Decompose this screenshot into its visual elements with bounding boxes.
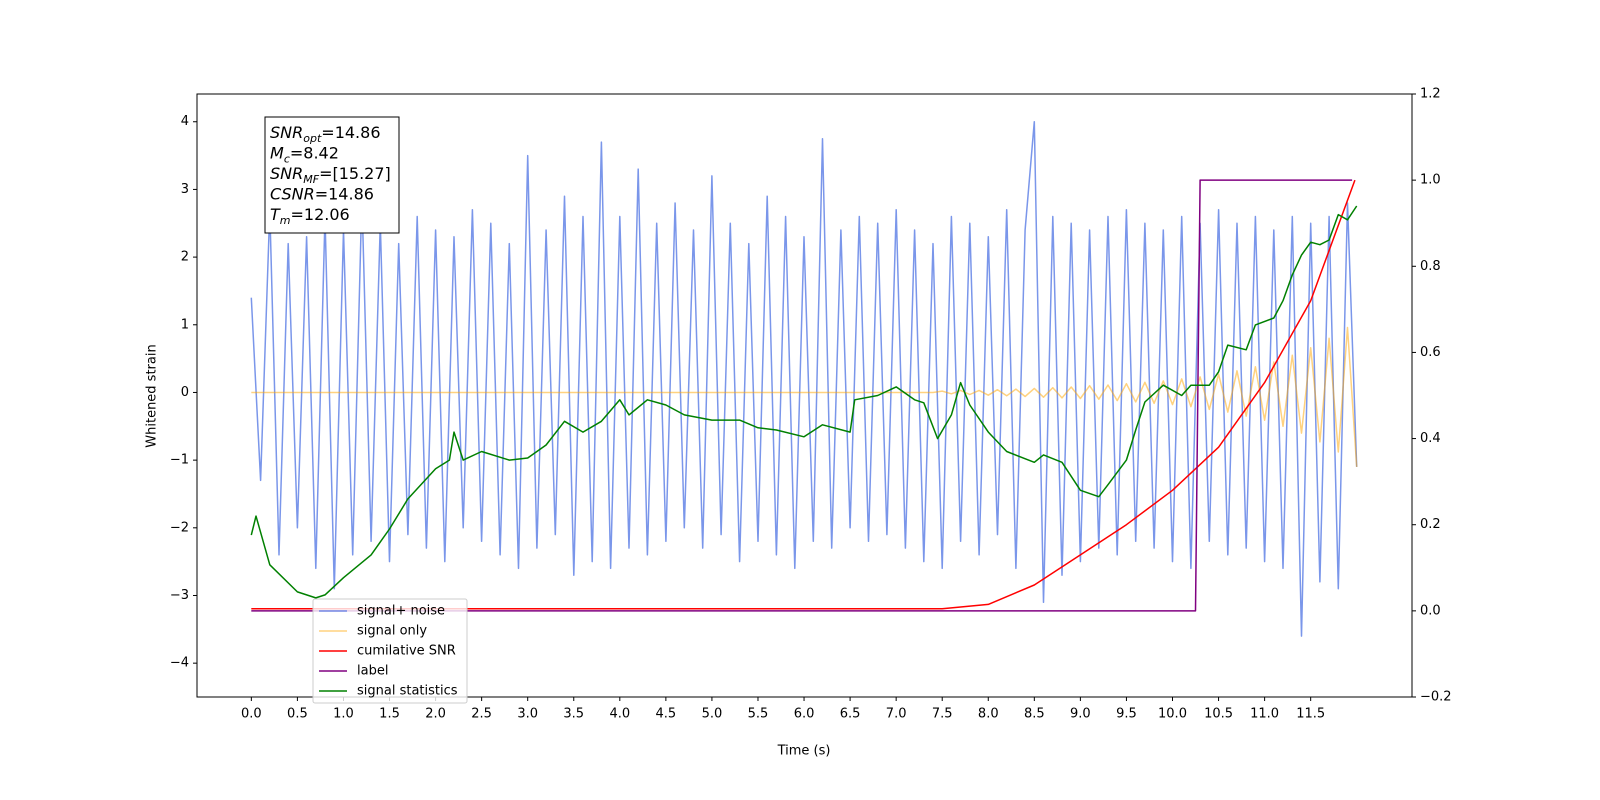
x-tick-label: 10.5 [1204, 707, 1233, 722]
x-tick-label: 7.5 [932, 707, 953, 722]
legend-label: signal statistics [357, 684, 458, 699]
series-line [251, 179, 1353, 612]
series-line [251, 179, 1356, 610]
legend-label: signal only [357, 624, 427, 639]
series-line [251, 326, 1358, 467]
y-tick-label: −1 [170, 453, 189, 468]
series-line [250, 120, 1358, 637]
x-tick-label: 6.0 [794, 707, 815, 722]
annotation-box [264, 116, 400, 234]
x-tick-label: 9.0 [1070, 707, 1091, 722]
x-tick-label: 10.0 [1158, 707, 1187, 722]
annotation-subscript: opt [303, 132, 322, 145]
x-axis-label: Time (s) [777, 744, 831, 759]
annotation-symbol: T [270, 205, 281, 224]
y2-tick-label: 0.0 [1420, 603, 1441, 618]
x-tick-label: 8.5 [1024, 707, 1045, 722]
x-tick-label: 11.5 [1296, 707, 1325, 722]
y-tick-label: 0 [181, 385, 189, 400]
annotation-symbol: CSNR [270, 185, 315, 204]
annotation-text: =12.06 [291, 205, 350, 224]
legend-label: cumilative SNR [357, 644, 456, 659]
y2-tick-label: 0.2 [1420, 517, 1441, 532]
x-tick-label: 4.0 [609, 707, 630, 722]
annotation: SNRopt=14.86 [270, 123, 381, 145]
y-tick-label: 4 [181, 114, 189, 129]
y2-tick-label: 0.4 [1420, 431, 1441, 446]
x-tick-label: 1.0 [333, 707, 354, 722]
annotation: Tm=12.06 [270, 205, 350, 227]
y-tick-label: 1 [181, 317, 189, 332]
annotation-symbol: SNR [270, 164, 303, 183]
x-tick-label: 2.0 [425, 707, 446, 722]
x-tick-label: 9.5 [1116, 707, 1137, 722]
annotation: CSNR=14.86 [270, 185, 374, 204]
x-tick-label: 6.5 [840, 707, 861, 722]
x-tick-label: 3.0 [517, 707, 538, 722]
y-tick-label: −4 [170, 656, 189, 671]
annotation-text: =[15.27] [319, 164, 391, 183]
x-tick-label: 5.5 [748, 707, 769, 722]
annotation-text: =8.42 [290, 144, 339, 163]
annotation-subscript: MF [303, 173, 319, 186]
x-tick-label: 5.0 [702, 707, 723, 722]
x-tick-label: 3.5 [563, 707, 584, 722]
legend-label: signal+ noise [357, 604, 445, 619]
annotation-symbol: M [270, 144, 284, 163]
y2-tick-label: −0.2 [1420, 690, 1452, 705]
x-tick-label: 8.0 [978, 707, 999, 722]
x-tick-label: 11.0 [1250, 707, 1279, 722]
legend-box [312, 598, 468, 704]
annotation-subscript: m [280, 214, 291, 227]
annotation-subscript: c [284, 153, 290, 166]
legend-label: label [357, 664, 388, 679]
x-tick-label: 0.0 [241, 707, 262, 722]
annotation-text: =14.86 [321, 123, 380, 142]
y-tick-label: −3 [170, 588, 189, 603]
y-tick-label: −2 [170, 520, 189, 535]
x-tick-label: 0.5 [287, 707, 308, 722]
y2-tick-label: 1.2 [1420, 87, 1441, 102]
annotation: SNRMF=[15.27] [270, 164, 391, 186]
x-tick-label: 1.5 [379, 707, 400, 722]
x-tick-label: 7.0 [886, 707, 907, 722]
x-tick-label: 2.5 [471, 707, 492, 722]
y2-tick-label: 0.8 [1420, 259, 1441, 274]
x-tick-label: 4.5 [656, 707, 677, 722]
series-line [250, 205, 1358, 599]
annotation-symbol: SNR [270, 123, 303, 142]
annotation: Mc=8.42 [270, 144, 339, 166]
y2-tick-label: 0.6 [1420, 345, 1441, 360]
y-axis-label: Whitened strain [145, 344, 160, 447]
y-tick-label: 3 [181, 182, 189, 197]
y2-tick-label: 1.0 [1420, 173, 1441, 188]
y-tick-label: 2 [181, 250, 189, 265]
annotation-text: =14.86 [315, 185, 374, 204]
